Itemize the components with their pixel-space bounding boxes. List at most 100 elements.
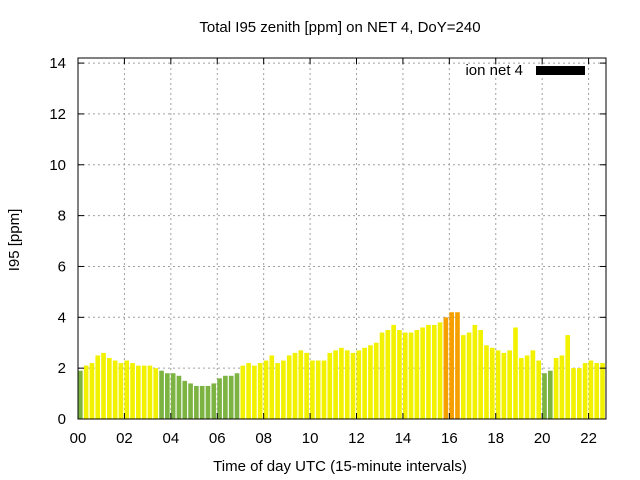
bar [385,330,391,419]
bar [78,370,83,419]
bar [408,332,414,419]
bar [391,324,396,419]
bar [304,352,309,419]
bar [286,355,292,419]
bar [513,327,518,419]
x-tick-label: 06 [209,430,226,447]
y-tick-label: 6 [58,258,66,275]
x-axis: 00 02 04 06 08 10 12 14 16 18 20 22 [70,58,597,447]
bar [205,385,211,419]
bar [524,355,530,419]
x-tick-label: 02 [116,430,133,447]
y-tick-label: 0 [58,411,66,428]
x-tick-label: 10 [302,430,319,447]
x-axis-label: Time of day UTC (15-minute intervals) [213,458,467,475]
bar [431,324,437,419]
bar [437,322,443,419]
bar [350,352,356,419]
bar [426,324,431,419]
bar [536,360,542,419]
bar [211,383,217,419]
bar [159,370,164,419]
bar [315,360,321,419]
bar [257,363,263,419]
bar [594,363,600,419]
bar [321,360,327,419]
bar [141,365,147,419]
bar [124,360,130,419]
bar [362,347,367,419]
plot-frame [77,57,607,420]
bar [600,363,605,419]
bar [89,363,95,419]
y-tick-label: 4 [58,309,66,326]
legend-swatch [536,66,585,75]
bar [588,360,594,419]
bar [420,327,425,419]
bar [136,365,141,419]
bar [449,312,454,419]
bar [194,385,199,419]
bar [576,368,582,419]
bar [217,378,222,419]
x-tick-label: 16 [441,430,458,447]
bar [356,350,362,419]
bar [414,330,420,419]
bar [95,355,101,419]
bar [559,355,565,419]
bar [455,312,460,419]
y-tick-label: 14 [49,55,66,72]
bar [147,365,153,419]
bar [118,363,124,419]
y-tick-label: 2 [58,360,66,377]
bar [547,370,553,419]
bar [130,363,135,419]
bar [460,335,466,419]
bar [327,352,333,419]
bar [223,375,228,419]
y-tick-label: 12 [49,106,66,123]
x-tick-label: 00 [70,430,87,447]
legend-label: ion net 4 [465,62,523,79]
bar [397,330,402,419]
y-axis-label: I95 [ppm] [6,209,23,272]
bar [275,363,280,419]
bar [246,363,251,419]
bar [368,345,373,419]
bar [165,373,170,419]
bar [553,357,559,419]
bar [333,350,338,419]
x-tick-label: 22 [580,430,597,447]
bar [484,345,489,419]
bar [107,357,112,419]
bar [281,360,286,419]
legend: ion net 4 [465,62,585,79]
bar [298,350,304,419]
bars [78,312,605,419]
bar [344,350,350,419]
bar [489,347,495,419]
bar [182,380,188,419]
x-tick-label: 04 [162,430,179,447]
bar [269,355,275,419]
x-tick-label: 20 [534,430,551,447]
bar [234,373,240,419]
y-tick-label: 10 [49,157,66,174]
bar [292,352,298,419]
bar [571,368,576,419]
bar [240,365,246,419]
bar [495,350,501,419]
bar [530,350,536,419]
bar [83,365,89,419]
bar [507,350,513,419]
bar [542,373,547,419]
bar [188,383,193,419]
y-tick-label: 8 [58,208,66,225]
bar [263,360,269,419]
bar [228,375,234,419]
bar [339,347,344,419]
bar [170,373,176,419]
bar [443,317,449,419]
bar [101,352,106,419]
